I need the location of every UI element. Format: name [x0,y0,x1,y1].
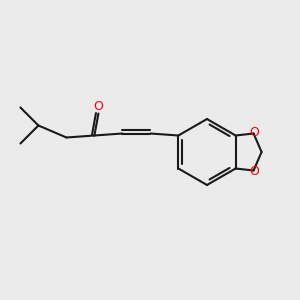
Text: O: O [250,165,260,178]
Text: O: O [94,100,103,113]
Text: O: O [250,126,260,139]
